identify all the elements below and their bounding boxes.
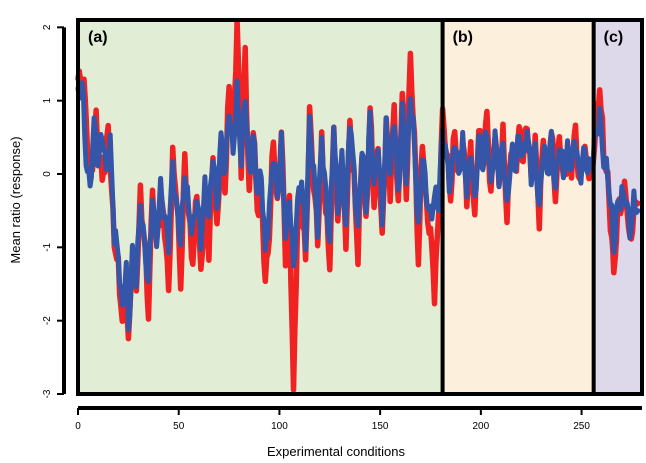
y-tick-label: 1 [42, 97, 53, 103]
y-axis-label: Mean ratio (response) [8, 136, 23, 263]
x-tick-label: 150 [372, 421, 389, 432]
panel-dividers [440, 20, 596, 394]
panel-label-1: (a) [88, 29, 108, 46]
series-line-2 [75, 78, 641, 333]
panel-label-3: (c) [604, 29, 624, 46]
y-tick-label: -3 [42, 389, 53, 398]
x-tick-label: 250 [573, 421, 590, 432]
panel-label-2: (b) [453, 29, 473, 46]
y-tick-label: -2 [42, 316, 53, 325]
plot-frame [76, 18, 644, 396]
x-tick-label: 200 [473, 421, 490, 432]
y-tick-label: -1 [42, 242, 53, 251]
x-tick-label: 100 [271, 421, 288, 432]
y-tick-label: 2 [42, 24, 53, 30]
x-axis: 0 50 100 150 200 250 [75, 406, 642, 432]
x-axis-label: Experimental conditions [267, 444, 406, 459]
panel-labels: (a) (b) (c) [88, 29, 623, 46]
series-lines [75, 18, 641, 393]
x-tick-label: 50 [173, 421, 185, 432]
y-tick-label: 0 [42, 171, 53, 177]
y-axis: -3 -2 -1 0 1 2 [42, 24, 66, 398]
x-tick-label: 0 [75, 421, 81, 432]
